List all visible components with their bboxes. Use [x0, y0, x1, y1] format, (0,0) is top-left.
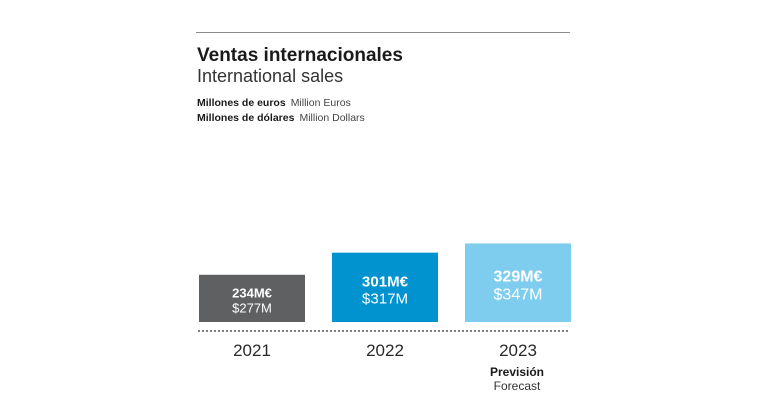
bar-label-eur-2021: 234M€	[232, 285, 272, 300]
unit-usd-en: Million Dollars	[299, 112, 365, 124]
bar-2022	[332, 252, 438, 322]
x-tick-label-2021: 2021	[233, 341, 271, 360]
bar-2023	[465, 243, 571, 322]
bar-label-eur-2023: 329M€	[494, 269, 543, 286]
unit-legend-usd: Millones de dólares Million Dollars	[197, 112, 365, 124]
bar-label-usd-2022: $317M	[362, 290, 408, 307]
forecast-label-es: Previsión	[489, 365, 545, 379]
chart-title-en: International sales	[197, 66, 344, 86]
unit-usd-es: Millones de dólares	[197, 112, 295, 124]
chart-title-es: Ventas internacionales	[197, 45, 403, 66]
x-tick-label-2022: 2022	[366, 341, 404, 360]
bar-2021	[199, 274, 305, 322]
unit-legend-eur: Millones de euros Million Euros	[197, 97, 351, 109]
unit-eur-en: Million Euros	[290, 97, 351, 109]
x-tick-label-2023: 2023	[499, 341, 537, 360]
bar-label-usd-2023: $347M	[494, 287, 543, 304]
bar-label-usd-2021: $277M	[232, 300, 272, 315]
unit-eur-es: Millones de euros	[197, 97, 286, 109]
bar-label-eur-2022: 301M€	[362, 273, 409, 290]
top-rule	[196, 32, 570, 33]
forecast-label-en: Forecast	[493, 379, 541, 393]
